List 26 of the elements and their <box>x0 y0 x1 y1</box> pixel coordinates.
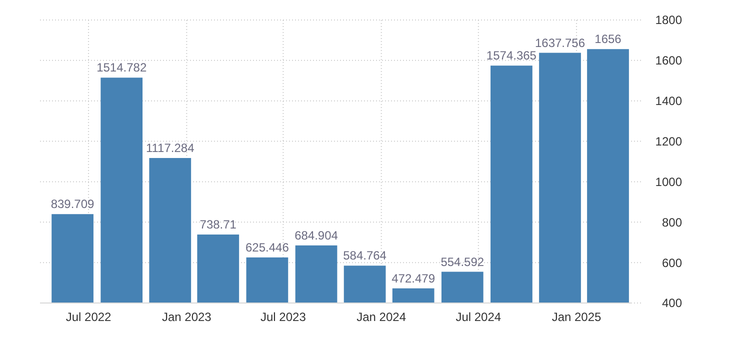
y-tick-label: 600 <box>662 256 682 270</box>
data-label: 1637.756 <box>534 36 586 50</box>
y-tick-label: 1000 <box>655 174 682 189</box>
x-tick-label: Jan 2024 <box>356 310 406 324</box>
x-tick-label: Jan 2025 <box>552 310 602 324</box>
data-label: 1656 <box>594 32 622 46</box>
y-tick-label: 1600 <box>655 54 682 68</box>
data-label: 684.904 <box>294 228 338 242</box>
data-label: 584.764 <box>343 248 387 263</box>
y-tick-label: 1400 <box>655 94 682 108</box>
x-tick-label: Jul 2024 <box>456 310 502 324</box>
x-tick-label: Jul 2022 <box>66 310 112 324</box>
y-tick-label: 1800 <box>655 13 682 28</box>
y-tick-label: 1200 <box>655 134 682 148</box>
y-tick-label: 800 <box>662 215 682 230</box>
data-label: 1514.782 <box>96 60 147 75</box>
y-tick-label: 400 <box>662 296 682 310</box>
x-tick-label: Jan 2023 <box>162 310 212 324</box>
data-label: 472.479 <box>392 271 436 286</box>
data-label: 1574.365 <box>486 48 537 63</box>
data-label: 839.709 <box>50 197 95 212</box>
data-label: 1117.284 <box>146 141 195 156</box>
data-label: 554.592 <box>440 254 484 269</box>
x-tick-label: Jul 2023 <box>260 310 306 324</box>
data-label: 738.71 <box>200 218 237 232</box>
data-label: 625.446 <box>246 240 290 254</box>
